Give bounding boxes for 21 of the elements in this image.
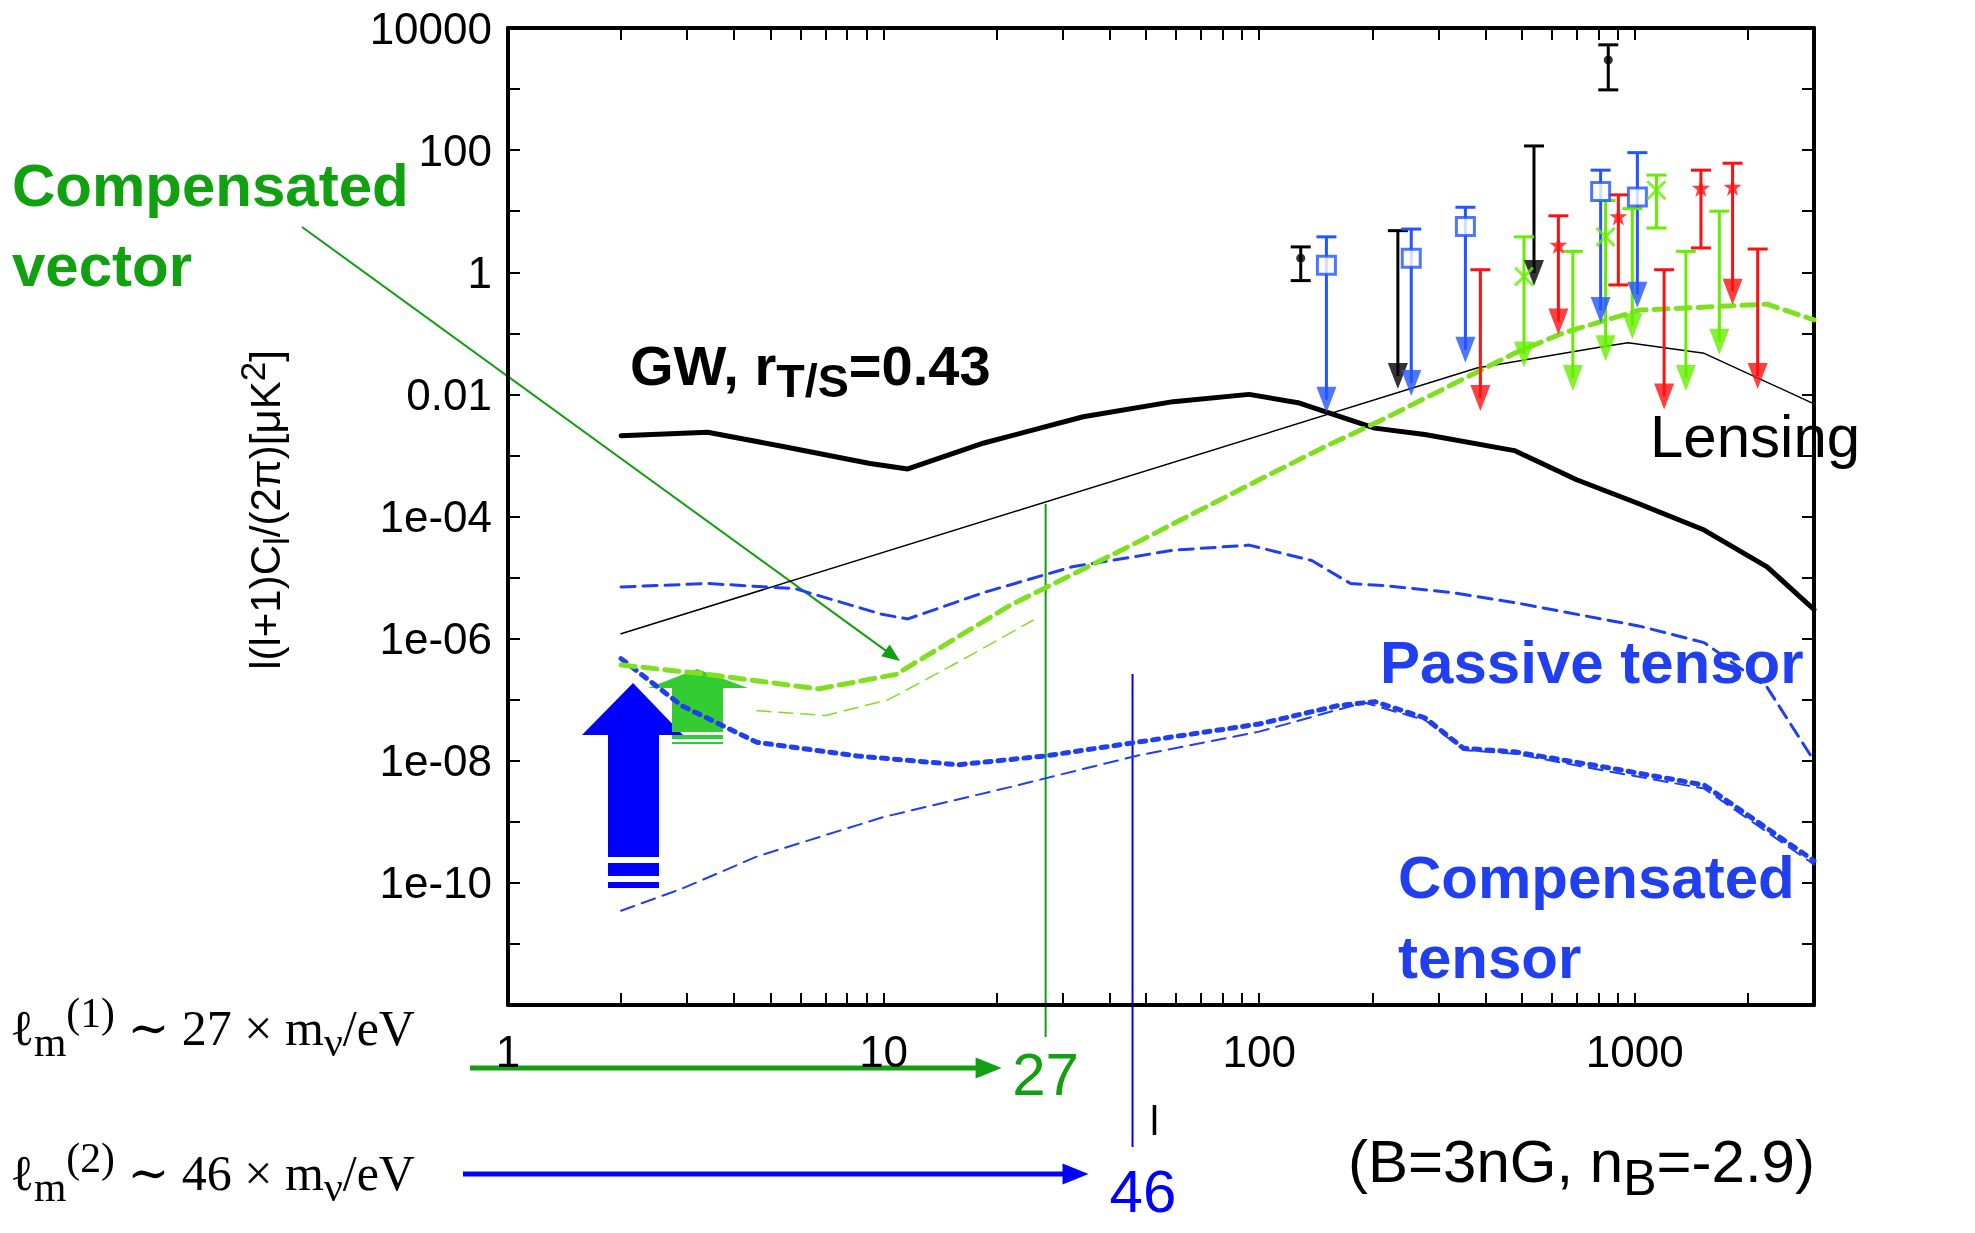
y-tick-label: 1e-08 [379,736,492,786]
y-tick-label: 1e-10 [379,858,492,908]
text: ℓ$_{m}$$^{(2)}$ ∼ 46 × m$_{ν}$/eV [10,1135,415,1212]
y-tick-label: 10000 [369,3,492,53]
annotation: Compensated tensor [1398,843,1796,993]
x-axis-title: l [1150,1098,1159,1144]
y-tick-label: 100 [418,125,492,175]
y-tick-label: 1 [467,247,492,297]
annotation: Passive tensor [1380,628,1804,697]
annotation: GW, r$_{T/S}$=0.43 [630,334,991,409]
ref-line-label: 27 [1012,1040,1079,1109]
x-tick-label: 10 [859,1026,909,1076]
y-tick-label: 0.01 [406,369,492,419]
x-tick-label: 100 [1222,1026,1296,1076]
text: Compensated vector [12,152,409,299]
x-tick-label: 1000 [1585,1026,1684,1076]
text: ℓ$_{m}$$^{(1)}$ ∼ 27 × m$_{ν}$/eV [10,990,415,1067]
y-tick-label: 1e-04 [379,492,492,541]
y-tick-label: 1e-06 [379,614,492,664]
text: (B=3nG, n$_{B}$=-2.9) [1348,1127,1815,1208]
ref-line-label: 46 [1109,1157,1177,1226]
